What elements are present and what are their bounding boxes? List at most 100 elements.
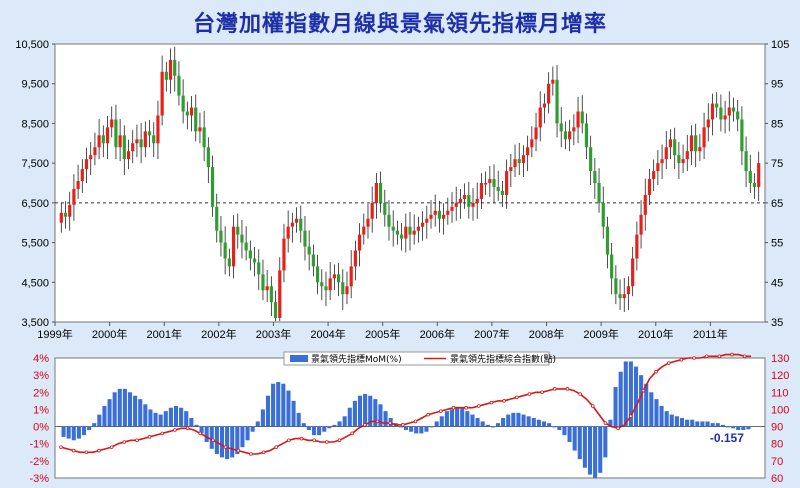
mom-bar: [521, 414, 526, 427]
candle-body: [429, 214, 433, 219]
composite-point: [59, 445, 63, 449]
composite-point: [628, 414, 633, 419]
candle-body: [215, 206, 219, 231]
candle-body: [547, 83, 551, 104]
composite-point: [198, 431, 203, 436]
mom-bar: [296, 412, 301, 427]
mom-bar: [342, 416, 347, 427]
candle-body: [210, 167, 215, 207]
mom-bar: [311, 426, 317, 436]
candle-body: [748, 171, 752, 183]
mom-bar: [746, 426, 751, 430]
composite-point: [641, 388, 646, 393]
candle-body: [530, 139, 534, 148]
mom-bar: [623, 361, 628, 427]
composite-point: [185, 426, 190, 431]
candle-body: [647, 179, 652, 195]
mom-bar: [536, 419, 541, 427]
candle-body: [236, 226, 240, 235]
candle-body: [194, 107, 198, 132]
composite-point: [160, 431, 165, 436]
candle-body: [500, 190, 505, 195]
candle-body: [400, 234, 404, 239]
legend-label-composite: 景氣領先指標綜合指數(點): [450, 353, 556, 365]
mom-bar: [685, 419, 690, 427]
composite-point: [350, 431, 354, 436]
mom-bar: [741, 426, 746, 430]
mom-bar: [593, 426, 598, 478]
composite-point: [426, 412, 430, 417]
candle-body: [631, 258, 635, 287]
top-y-right-tick-label: 85: [771, 118, 783, 130]
composite-point: [704, 354, 709, 359]
candle-body: [446, 210, 450, 215]
mom-bar: [71, 426, 76, 441]
mom-bar: [419, 426, 424, 434]
mom-bar: [603, 426, 608, 458]
mom-bar: [715, 423, 720, 427]
composite-point: [261, 450, 266, 455]
candle-body: [652, 171, 656, 180]
bottom-y-right-tick-label: 100: [771, 404, 789, 416]
composite-point: [540, 390, 544, 395]
mom-bar: [219, 426, 225, 458]
candle-body: [551, 79, 555, 84]
candle-body: [189, 107, 194, 116]
candle-body: [614, 278, 618, 295]
composite-point: [299, 436, 304, 441]
candle-body: [421, 222, 425, 227]
composite-point: [464, 405, 468, 410]
candle-body: [294, 218, 299, 223]
mom-bar: [81, 426, 87, 436]
candle-body: [156, 115, 160, 144]
candle-body: [492, 179, 496, 187]
mom-bar: [363, 394, 368, 427]
mom-bar: [434, 421, 439, 427]
candle-body: [467, 194, 471, 207]
mom-bar: [92, 423, 97, 427]
candle-body: [147, 131, 152, 136]
mom-bar: [209, 426, 214, 449]
candle-body: [702, 127, 706, 148]
candle-body: [563, 131, 568, 140]
composite-point: [337, 438, 342, 443]
bottom-y-right-tick-label: 70: [771, 456, 783, 468]
candle-body: [555, 79, 559, 124]
mom-bar: [255, 421, 260, 427]
candle-body: [542, 103, 547, 108]
mom-bar: [153, 412, 158, 427]
candle-body: [110, 119, 114, 128]
candle-body: [660, 159, 664, 164]
candle-body: [131, 143, 135, 152]
mom-bar: [531, 418, 536, 427]
composite-point: [489, 400, 494, 405]
mom-bar: [357, 395, 363, 427]
candle-body: [576, 111, 580, 128]
candle-body: [126, 151, 131, 160]
candle-body: [597, 183, 601, 203]
candle-body: [526, 147, 530, 156]
candle-body: [198, 127, 202, 132]
candle-body: [168, 59, 173, 80]
candle-body: [257, 262, 261, 275]
composite-point: [249, 452, 253, 456]
candle-body: [273, 302, 278, 319]
mom-bar: [368, 395, 373, 427]
candle-body: [395, 230, 399, 235]
mom-bar: [133, 395, 138, 427]
candle-body: [89, 155, 93, 160]
candle-body: [374, 183, 378, 203]
top-y-tick-label: 7,500: [21, 158, 49, 170]
composite-point: [654, 369, 658, 374]
candle-body: [311, 254, 315, 267]
mom-bar: [276, 382, 281, 427]
mom-bar: [235, 426, 240, 454]
candle-body: [227, 258, 231, 267]
candle-body: [122, 135, 126, 160]
mom-bar: [184, 411, 189, 427]
mom-bar: [480, 421, 485, 427]
candle-body: [656, 163, 660, 172]
candle-body: [59, 212, 63, 223]
